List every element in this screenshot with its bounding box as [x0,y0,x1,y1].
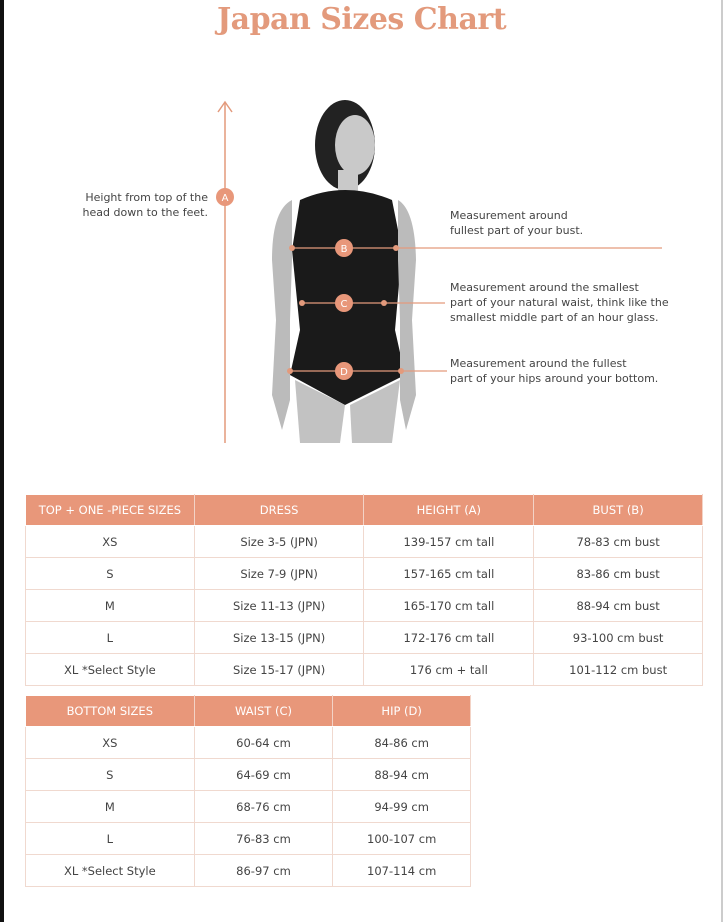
page-title: Japan Sizes Chart [216,2,507,37]
table-cell: 88-94 cm [332,758,471,791]
left-border [0,0,4,922]
table-cell: 107-114 cm [332,854,471,887]
table-row: S Size 7-9 (JPN) 157-165 cm tall 83-86 cm b… [25,557,703,590]
table-cell: 100-107 cm [332,822,471,855]
body-measurement-figure: A B C D [216,100,662,443]
marker-c: C [335,294,353,312]
table-cell: 94-99 cm [332,790,471,823]
table-cell: L [25,621,195,654]
table-cell: Size 11-13 (JPN) [193,589,365,622]
table-cell: Size 7-9 (JPN) [193,557,365,590]
bust-label: Measurement around fullest part of your b… [450,209,584,237]
table-cell: 165-170 cm tall [363,589,535,622]
svg-text:B: B [341,244,348,255]
table-cell: 83-86 cm bust [533,557,703,590]
column-header: DRESS [193,494,365,526]
waist-label: Measurement around the smallest part of y… [450,281,669,324]
table-cell: 139-157 cm tall [363,525,535,558]
table-cell: 88-94 cm bust [533,589,703,622]
table-cell: 68-76 cm [193,790,334,823]
table-cell: 78-83 cm bust [533,525,703,558]
table-row: L 76-83 cm 100-107 cm [25,822,471,855]
column-header: WAIST (C) [193,695,334,727]
table-cell: XL *Select Style [25,653,195,686]
svg-text:D: D [340,367,348,378]
height-label: Height from top of the head down to the f… [82,191,208,219]
table-cell: M [25,790,195,823]
column-header: HEIGHT (A) [363,494,535,526]
table-cell: Size 15-17 (JPN) [193,653,365,686]
table-cell: L [25,822,195,855]
table-row: S 64-69 cm 88-94 cm [25,758,471,791]
model-silhouette [272,100,416,443]
table-header: BOTTOM SIZES WAIST (C) HIP (D) [25,695,471,727]
table-cell: 93-100 cm bust [533,621,703,654]
table-cell: XL *Select Style [25,854,195,887]
marker-a: A [216,188,234,206]
table-cell: 60-64 cm [193,726,334,759]
top-sizes-table: TOP + ONE -PIECE SIZES DRESS HEIGHT (A) … [25,494,703,686]
table-row: XL *Select Style Size 15-17 (JPN) 176 cm +… [25,653,703,686]
table-cell: 176 cm + tall [363,653,535,686]
table-row: L Size 13-15 (JPN) 172-176 cm tall 93-100 c… [25,621,703,654]
table-cell: 64-69 cm [193,758,334,791]
table-header: TOP + ONE -PIECE SIZES DRESS HEIGHT (A) … [25,494,703,526]
table-cell: 84-86 cm [332,726,471,759]
table-cell: 101-112 cm bust [533,653,703,686]
table-cell: XS [25,726,195,759]
table-cell: 172-176 cm tall [363,621,535,654]
svg-text:C: C [341,299,348,310]
table-cell: 86-97 cm [193,854,334,887]
column-header: BOTTOM SIZES [25,695,195,727]
right-border [721,0,723,922]
table-cell: Size 3-5 (JPN) [193,525,365,558]
bottom-sizes-table: BOTTOM SIZES WAIST (C) HIP (D) XS 60-64 c… [25,695,471,887]
table-row: XS 60-64 cm 84-86 cm [25,726,471,759]
marker-b: B [335,239,353,257]
hip-label: Measurement around the fullest part of yo… [450,357,659,385]
arrow-head-icon [217,100,233,113]
column-header: BUST (B) [533,494,703,526]
svg-text:A: A [222,193,229,204]
table-cell: Size 13-15 (JPN) [193,621,365,654]
table-row: M 68-76 cm 94-99 cm [25,790,471,823]
column-header: TOP + ONE -PIECE SIZES [25,494,195,526]
table-cell: 157-165 cm tall [363,557,535,590]
marker-d: D [335,362,353,380]
table-cell: S [25,758,195,791]
table-cell: 76-83 cm [193,822,334,855]
column-header: HIP (D) [332,695,471,727]
table-row: XS Size 3-5 (JPN) 139-157 cm tall 78-83 cm … [25,525,703,558]
table-cell: S [25,557,195,590]
table-row: XL *Select Style 86-97 cm 107-114 cm [25,854,471,887]
table-row: M Size 11-13 (JPN) 165-170 cm tall 88-94 cm… [25,589,703,622]
table-cell: XS [25,525,195,558]
table-cell: M [25,589,195,622]
